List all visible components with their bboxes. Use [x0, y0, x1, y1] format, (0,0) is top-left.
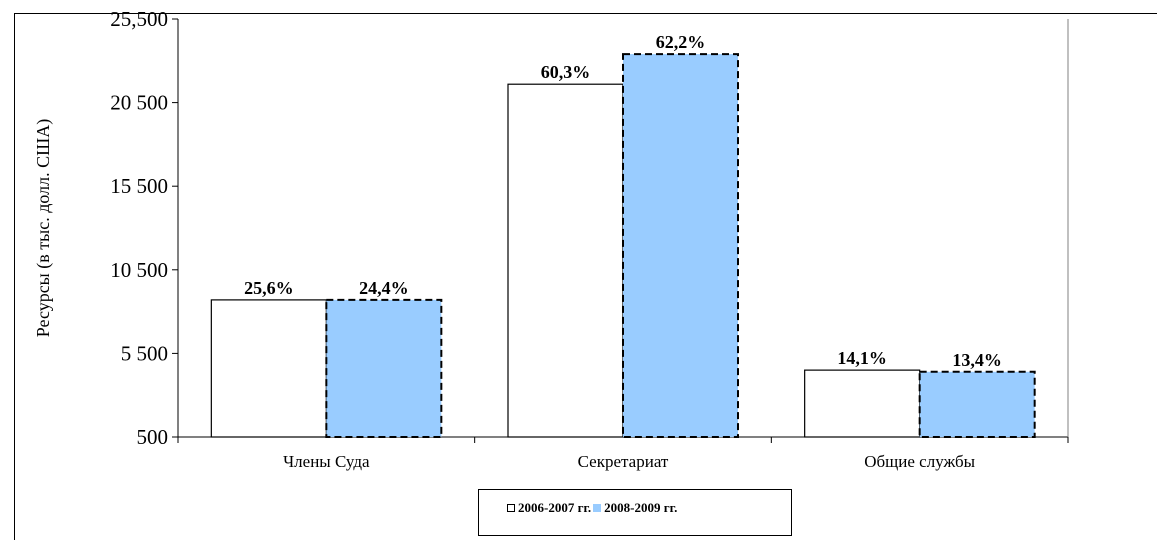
- y-tick-label: 15 500: [110, 174, 168, 198]
- y-tick-label: 10 500: [110, 258, 168, 282]
- y-tick-label: 25,500: [110, 7, 168, 31]
- category-label: Секретариат: [578, 452, 669, 471]
- y-tick-label: 20 500: [110, 91, 168, 115]
- legend-label-2008-2009: 2008-2009 гг.: [604, 500, 678, 515]
- data-label: 62,2%: [656, 32, 706, 52]
- y-axis-label: Ресурсы (в тыс. долл. США): [33, 119, 54, 338]
- data-label: 25,6%: [244, 278, 294, 298]
- y-tick-label: 5 500: [121, 341, 168, 365]
- data-label: 24,4%: [359, 278, 409, 298]
- bar-2006-2007: [210, 299, 327, 438]
- bar-2008-2009: [622, 53, 739, 438]
- category-label: Общие службы: [864, 452, 975, 471]
- y-tick-label: 500: [137, 425, 169, 449]
- data-label: 14,1%: [837, 348, 887, 368]
- bar-2008-2009: [325, 298, 443, 438]
- data-label: 60,3%: [541, 62, 591, 82]
- legend-swatch-2006-2007: [507, 504, 515, 512]
- category-labels: Члены Суда Секретариат Общие службы: [283, 452, 976, 471]
- chart-frame: [14, 13, 1157, 540]
- legend-swatch-2008-2009: [593, 504, 602, 512]
- data-labels: 25,6% 24,4% 60,3% 62,2% 14,1% 13,4%: [244, 32, 1002, 370]
- legend: 2006-2007 гг. 2008-2009 гг.: [478, 489, 792, 536]
- bar-2008-2009: [918, 370, 1036, 438]
- legend-row: 2006-2007 гг. 2008-2009 гг.: [507, 500, 677, 516]
- category-label: Члены Суда: [283, 452, 370, 471]
- bars: [210, 53, 1036, 438]
- bar-2006-2007: [507, 83, 624, 438]
- bar-2006-2007: [804, 369, 921, 438]
- y-ticks: 500 5 500 10 500 15 500 20 500 25,500: [110, 7, 178, 449]
- data-label: 13,4%: [952, 350, 1002, 370]
- x-ticks: [177, 437, 1069, 443]
- legend-label-2006-2007: 2006-2007 гг.: [518, 500, 592, 515]
